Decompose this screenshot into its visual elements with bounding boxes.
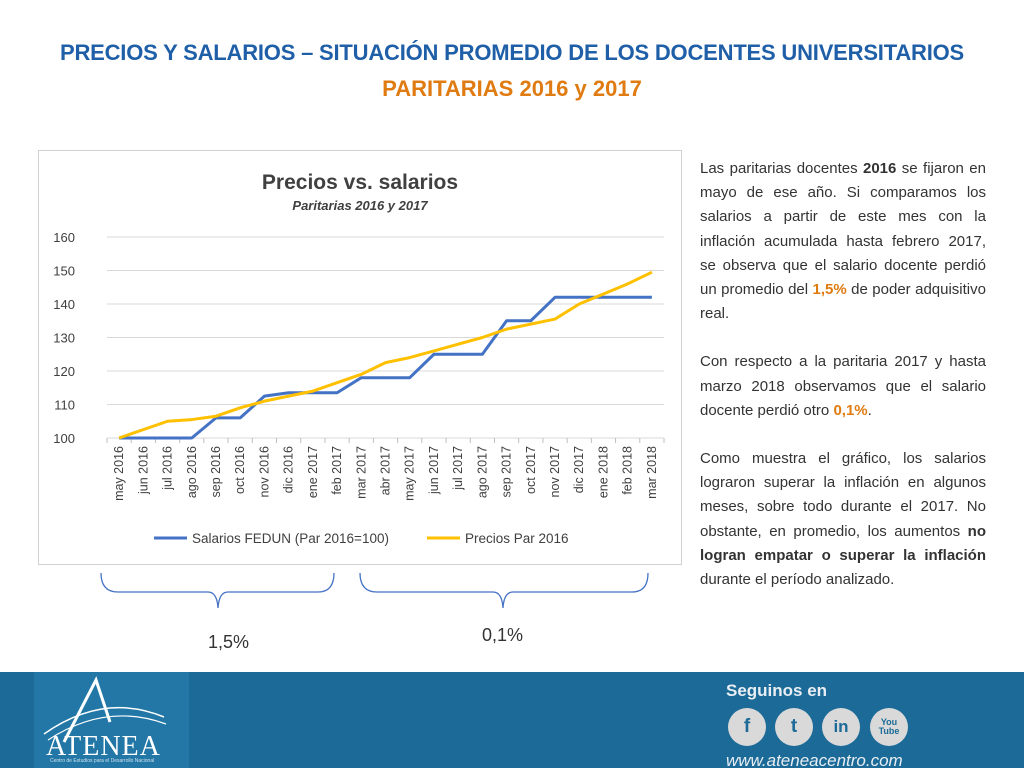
logo-subtext: Centro de Estudios para el Desarrollo Na… [50,758,190,764]
follow-label: Seguinos en [726,681,827,701]
x-tick-label: sep 2017 [500,446,514,497]
x-tick-label: nov 2017 [548,446,562,497]
legend-label-salarios: Salarios FEDUN (Par 2016=100) [192,531,389,546]
chart-container: Precios vs. salarios Paritarias 2016 y 20… [38,150,682,565]
y-tick-label: 150 [53,264,75,279]
x-tick-label: sep 2016 [209,446,223,497]
x-tick-label: ene 2018 [596,446,610,498]
x-tick-label: mar 2018 [645,446,659,499]
period-braces [90,570,660,615]
right-brace [360,573,648,608]
x-tick-label: oct 2016 [233,446,247,494]
left-brace-label: 1,5% [208,632,249,653]
y-tick-label: 100 [53,431,75,446]
right-brace-label: 0,1% [482,625,523,646]
paragraph-2016: Las paritarias docentes 2016 se fijaron … [700,157,986,326]
x-tick-label: mar 2017 [354,446,368,499]
x-tick-label: nov 2016 [257,446,271,497]
x-tick-label: ene 2017 [306,446,320,498]
y-tick-label: 130 [53,331,75,346]
page-subtitle: PARITARIAS 2016 y 2017 [0,76,1024,102]
legend-label-precios: Precios Par 2016 [465,531,569,546]
x-tick-label: feb 2017 [330,446,344,495]
series-line-salarios [119,297,652,438]
x-tick-label: jul 2017 [451,446,465,491]
y-tick-label: 110 [54,398,75,413]
page-title: PRECIOS Y SALARIOS – SITUACIÓN PROMEDIO … [0,40,1024,66]
facebook-icon[interactable]: f [728,708,766,746]
chart-title: Precios vs. salarios [262,171,458,194]
x-tick-label: dic 2016 [282,446,296,493]
explanation-text: Las paritarias docentes 2016 se fijaron … [700,157,986,616]
left-brace [101,573,334,608]
x-tick-label: may 2016 [112,446,126,501]
x-tick-label: oct 2017 [524,446,538,494]
x-tick-label: ago 2016 [185,446,199,498]
y-tick-label: 160 [53,230,75,245]
x-tick-label: jun 2017 [427,446,441,495]
twitter-icon[interactable]: t [775,708,813,746]
youtube-icon[interactable]: You Tube [870,708,908,746]
website-link[interactable]: www.ateneacentro.com [726,751,903,771]
x-tick-label: abr 2017 [379,446,393,495]
x-tick-label: jun 2016 [136,446,150,495]
paragraph-2017: Con respecto a la paritaria 2017 y hasta… [700,350,986,423]
x-tick-label: feb 2018 [621,446,635,495]
x-tick-label: dic 2017 [572,446,586,493]
paragraph-conclusion: Como muestra el gráfico, los salarios lo… [700,447,986,592]
x-tick-label: jul 2016 [161,446,175,491]
line-chart: Precios vs. salarios Paritarias 2016 y 20… [39,151,681,564]
chart-subtitle: Paritarias 2016 y 2017 [292,198,428,213]
x-tick-label: ago 2017 [475,446,489,498]
y-tick-label: 140 [53,297,75,312]
linkedin-icon[interactable]: in [822,708,860,746]
y-tick-label: 120 [53,364,75,379]
x-tick-label: may 2017 [403,446,417,501]
